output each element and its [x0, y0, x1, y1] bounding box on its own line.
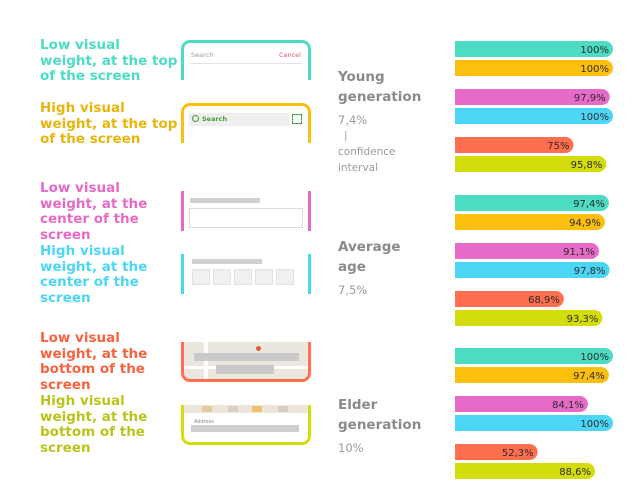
bar-g2-s1: [447, 195, 609, 211]
condition-label-low-top: Low visual weight, at the top of the scr…: [40, 37, 178, 84]
bar-value-label: 100%: [580, 419, 609, 430]
search-underline: [190, 63, 302, 64]
bar-g3-s1: [447, 348, 613, 364]
confidence-value: 7,5%: [338, 283, 368, 297]
key-box: [234, 269, 252, 285]
placeholder-line: [190, 198, 260, 203]
group-elder: Elder generation 10%: [338, 395, 421, 455]
bar-value-label: 95,8%: [571, 160, 603, 171]
scan-icon: [292, 114, 302, 124]
bar-value-label: 91,1%: [563, 247, 595, 258]
group-name: Average: [338, 239, 401, 255]
group-average: Average age 7,5%: [338, 237, 401, 297]
bar-baseline-mask: [445, 0, 455, 500]
photo-thumb: [252, 406, 262, 412]
bar-value-label: 97,4%: [573, 199, 605, 210]
bar-value-label: 75%: [547, 141, 569, 152]
confidence-value: 7,4%: [338, 113, 368, 127]
bar-g2-s4: [447, 262, 610, 278]
mockup-low-bottom: [181, 342, 311, 382]
bar-g3-s4: [447, 415, 613, 431]
confidence-label: confidence: [338, 146, 396, 158]
mockup-low-top: Search Cancel: [181, 40, 311, 80]
group-young: Young generation 7,4% | confidence inter…: [338, 67, 421, 175]
group-name: generation: [338, 89, 422, 105]
search-field: Search: [189, 113, 289, 126]
bar-g1-s5: [447, 137, 574, 153]
condition-label-high-bottom: High visual weight, at the bottom of the…: [40, 393, 148, 456]
map-pin-icon: [256, 346, 261, 351]
condition-label-low-bottom: Low visual weight, at the bottom of the …: [40, 330, 148, 393]
cancel-link: Cancel: [278, 51, 301, 59]
condition-label-low-center: Low visual weight, at the center of the …: [40, 180, 148, 243]
bar-value-label: 88,6%: [559, 467, 591, 478]
bar-g1-s2: [447, 60, 613, 76]
key-box: [192, 269, 210, 285]
address-input: [191, 425, 299, 432]
mockup-high-center: [181, 254, 311, 294]
bar-value-label: 100%: [580, 64, 609, 75]
key-box: [255, 269, 273, 285]
bar-g1-s4: [447, 108, 613, 124]
input-placeholder: [189, 208, 303, 228]
mockup-high-bottom: Address: [181, 405, 311, 445]
photo-strip: [184, 405, 308, 413]
bar-value-label: 100%: [580, 45, 609, 56]
group-name: age: [338, 259, 366, 275]
confidence-mark: |: [344, 130, 348, 142]
group-name: Elder: [338, 397, 378, 413]
bar-value-label: 97,9%: [574, 93, 606, 104]
key-box: [276, 269, 294, 285]
bar-g3-s5: [447, 444, 538, 460]
bar-value-label: 94,9%: [569, 218, 601, 229]
bar-value-label: 97,8%: [574, 266, 606, 277]
condition-label-high-top: High visual weight, at the top of the sc…: [40, 100, 178, 147]
search-field-label: Search: [202, 115, 228, 123]
bar-g1-s3: [447, 89, 610, 105]
search-icon: [192, 115, 199, 122]
bar-value-label: 100%: [580, 112, 609, 123]
bar-g2-s6: [447, 310, 603, 326]
bar-value-label: 97,4%: [573, 371, 605, 382]
bar-g3-s3: [447, 396, 588, 412]
bar-g1-s6: [447, 156, 607, 172]
group-name: generation: [338, 417, 422, 433]
search-placeholder: Search: [191, 51, 214, 59]
confidence-value: 10%: [338, 441, 364, 455]
bar-value-label: 100%: [580, 352, 609, 363]
bar-g2-s5: [447, 291, 564, 307]
bar-value-label: 52,3%: [502, 448, 534, 459]
placeholder-line: [192, 259, 262, 264]
bar-g2-s2: [447, 214, 605, 230]
bar-g3-s6: [447, 463, 595, 479]
confidence-label: interval: [338, 162, 379, 174]
group-name: Young: [338, 69, 385, 85]
address-label: Address: [194, 419, 214, 425]
map-overlay-bar: [216, 365, 274, 374]
photo-thumb: [202, 406, 212, 412]
bar-value-label: 93,3%: [567, 314, 599, 325]
photo-thumb: [228, 406, 238, 412]
bar-g3-s2: [447, 367, 609, 383]
map-overlay-bar: [194, 353, 299, 361]
bar-value-label: 84,1%: [552, 400, 584, 411]
mockup-low-center: [181, 191, 311, 231]
photo-thumb: [278, 406, 288, 412]
key-box: [213, 269, 231, 285]
bar-value-label: 68,9%: [528, 295, 560, 306]
bar-g1-s1: [447, 41, 613, 57]
bar-g2-s3: [447, 243, 599, 259]
condition-label-high-center: High visual weight, at the center of the…: [40, 243, 148, 306]
mockup-high-top: Search: [181, 103, 311, 143]
